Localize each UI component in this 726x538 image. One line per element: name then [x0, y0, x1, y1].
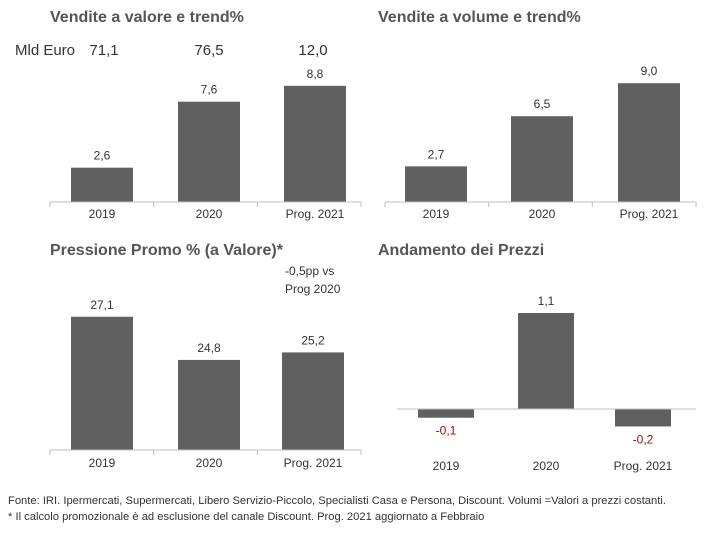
chart-promo-x-axis	[49, 449, 362, 455]
chart-valore-data-label-2019: 2,6	[94, 149, 111, 163]
chart-valore-extra-value-2021: 12,0	[298, 42, 327, 59]
chart-valore-tick-2019: 2019	[89, 207, 116, 221]
chart-promo-annotation-line2: Prog 2020	[285, 282, 341, 296]
chart-prezzi-bars	[418, 313, 671, 427]
chart-promo-data-labels: 27,1 24,8 25,2	[90, 298, 325, 355]
chart-promo-data-label-2019: 27,1	[90, 298, 114, 312]
chart-prezzi: Andamento dei Prezzi -0,1 1,1 -0,2 2019 …	[378, 242, 696, 473]
chart-prezzi-tick-2020: 2020	[533, 459, 560, 473]
chart-valore-bars	[71, 85, 346, 202]
chart-volume-data-label-2021: 9,0	[641, 64, 658, 78]
chart-volume-tick-2020: 2020	[529, 207, 556, 221]
chart-prezzi-bar-2020	[518, 313, 574, 409]
chart-promo-bar-2019	[71, 316, 133, 450]
chart-volume-tick-2019: 2019	[423, 207, 450, 221]
chart-volume-title: Vendite a volume e trend%	[378, 9, 581, 26]
chart-valore-tick-2020: 2020	[196, 207, 223, 221]
chart-valore-data-label-2021: 8,8	[307, 67, 324, 81]
chart-volume-tick-2021: Prog. 2021	[620, 207, 679, 221]
chart-promo-tick-2019: 2019	[89, 456, 116, 470]
chart-prezzi-data-label-2019: -0,1	[436, 424, 457, 438]
chart-volume-bar-2019	[405, 166, 467, 202]
chart-valore-extra-value-2019: 71,1	[89, 42, 118, 59]
chart-valore-extra-label: Mld Euro	[15, 42, 75, 59]
chart-prezzi-tick-2021: Prog. 2021	[614, 459, 673, 473]
chart-volume-bars	[405, 83, 680, 202]
chart-promo-title: Pressione Promo % (a Valore)*	[50, 242, 284, 259]
chart-valore-data-labels: 2,6 7,6 8,8	[94, 67, 324, 163]
chart-valore-extra-value-2020: 76,5	[194, 42, 223, 59]
chart-prezzi-data-labels: -0,1 1,1 -0,2	[436, 294, 654, 446]
chart-valore: Vendite a valore e trend% Mld Euro 71,1 …	[15, 9, 362, 221]
chart-prezzi-bar-2021	[615, 409, 671, 427]
chart-valore-bar-2020	[178, 101, 240, 202]
chart-promo-annotation-line1: -0,5pp vs	[285, 264, 334, 278]
footnote-source: Fonte: IRI. Ipermercati, Supermercati, L…	[8, 495, 666, 507]
chart-valore-data-label-2020: 7,6	[201, 83, 218, 97]
chart-promo-bars	[71, 316, 344, 450]
footnote-promo-note: * Il calcolo promozionale è ad esclusion…	[8, 511, 485, 523]
chart-prezzi-tick-labels: 2019 2020 Prog. 2021	[433, 459, 673, 473]
chart-prezzi-tick-2019: 2019	[433, 459, 460, 473]
chart-volume: Vendite a volume e trend% 2,7 6,5 9,0 20…	[378, 9, 697, 221]
chart-promo: Pressione Promo % (a Valore)* -0,5pp vs …	[49, 242, 362, 470]
chart-valore-tick-2021: Prog. 2021	[286, 207, 345, 221]
chart-volume-bar-2021	[618, 83, 680, 202]
chart-prezzi-bar-2019	[418, 409, 474, 418]
chart-promo-bar-2020	[178, 359, 240, 450]
chart-valore-bar-2021	[284, 85, 346, 202]
chart-volume-data-labels: 2,7 6,5 9,0	[428, 64, 658, 161]
chart-valore-title: Vendite a valore e trend%	[50, 9, 244, 26]
chart-volume-bar-2020	[511, 116, 573, 202]
chart-promo-tick-2021: Prog. 2021	[284, 456, 343, 470]
chart-promo-tick-labels: 2019 2020 Prog. 2021	[89, 456, 343, 470]
chart-promo-data-label-2020: 24,8	[197, 341, 221, 355]
chart-valore-bar-2019	[71, 167, 133, 202]
chart-volume-tick-labels: 2019 2020 Prog. 2021	[423, 207, 679, 221]
chart-volume-data-label-2020: 6,5	[534, 97, 551, 111]
source-footnote: Fonte: IRI. Ipermercati, Supermercati, L…	[8, 493, 723, 525]
chart-prezzi-data-label-2020: 1,1	[538, 294, 555, 308]
chart-promo-tick-2020: 2020	[196, 456, 223, 470]
chart-prezzi-title: Andamento dei Prezzi	[378, 242, 544, 259]
charts-canvas: Vendite a valore e trend% Mld Euro 71,1 …	[15, 9, 697, 473]
chart-prezzi-data-label-2021: -0,2	[633, 432, 654, 446]
chart-valore-tick-labels: 2019 2020 Prog. 2021	[89, 207, 345, 221]
chart-volume-data-label-2019: 2,7	[428, 147, 445, 161]
chart-volume-x-axis	[384, 201, 697, 207]
chart-valore-x-axis	[49, 201, 362, 207]
chart-promo-data-label-2021: 25,2	[301, 333, 325, 347]
chart-promo-bar-2021	[282, 352, 344, 450]
